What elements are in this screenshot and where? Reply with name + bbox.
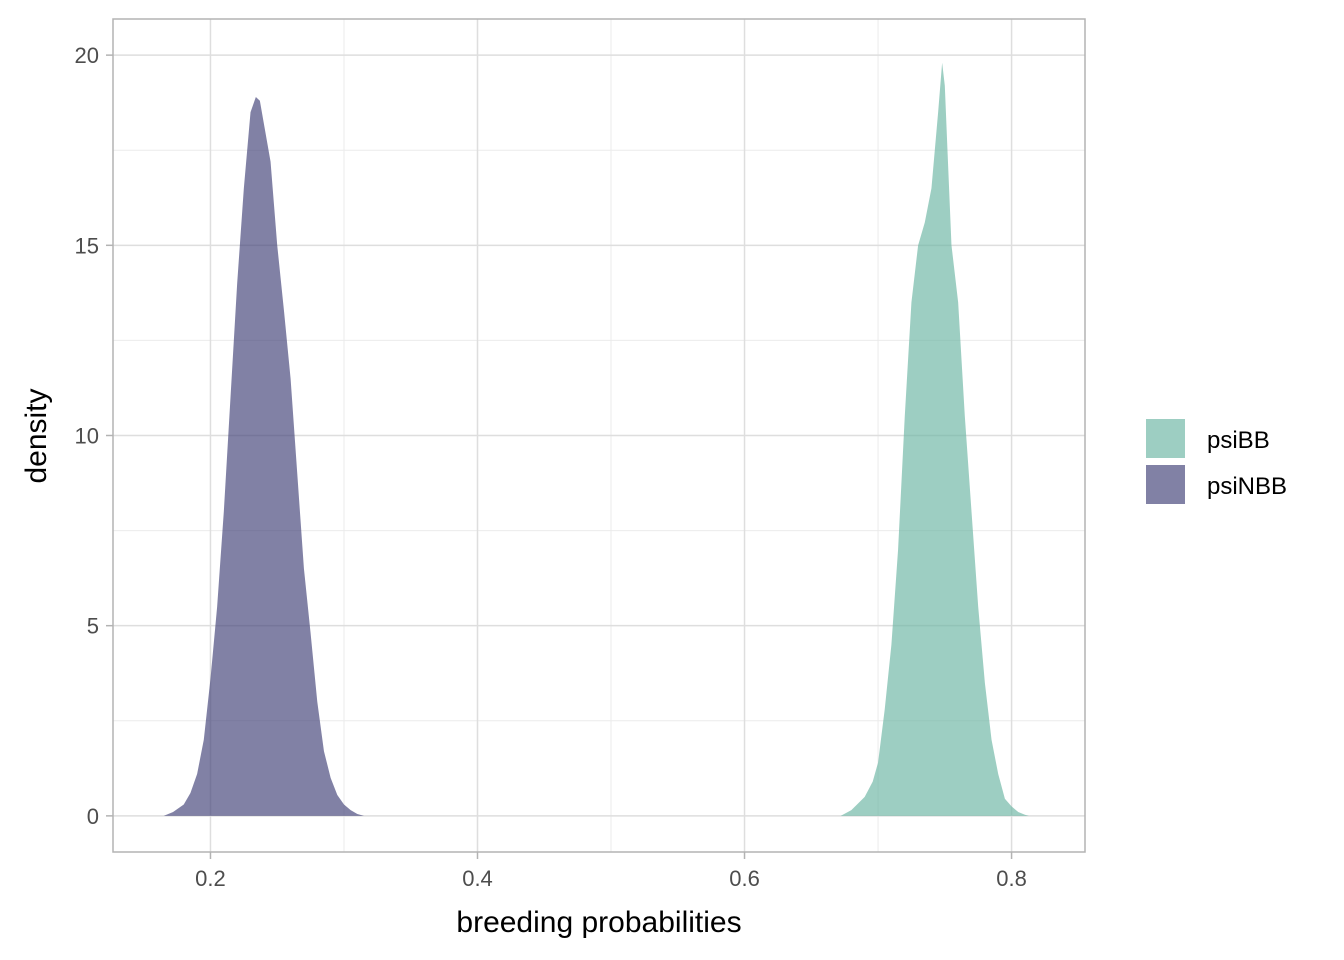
- y-tick-label: 0: [87, 804, 99, 829]
- x-axis-ticks: 0.2 0.4 0.6 0.8: [195, 852, 1027, 891]
- legend-key-psiBB: [1146, 419, 1185, 458]
- x-tick-label: 0.4: [462, 866, 493, 891]
- y-axis-ticks: 0 5 10 15 20: [75, 43, 113, 829]
- x-tick-label: 0.6: [729, 866, 760, 891]
- x-tick-label: 0.8: [996, 866, 1027, 891]
- y-tick-label: 20: [75, 43, 99, 68]
- legend-label-psiBB: psiBB: [1207, 427, 1270, 454]
- legend-key-psiNBB: [1146, 465, 1185, 504]
- y-tick-label: 5: [87, 614, 99, 639]
- legend: psiBB psiNBB: [1146, 419, 1287, 504]
- y-axis-title: density: [20, 388, 53, 483]
- density-area-psiBB: [840, 62, 1029, 816]
- y-tick-label: 10: [75, 424, 99, 449]
- x-axis-title: breeding probabilities: [456, 906, 741, 939]
- y-tick-label: 15: [75, 233, 99, 258]
- grid-major-lines: [113, 19, 1085, 852]
- density-area-psiNBB: [163, 96, 365, 816]
- density-series-layer: [163, 62, 1029, 816]
- legend-label-psiNBB: psiNBB: [1207, 473, 1287, 500]
- x-tick-label: 0.2: [195, 866, 226, 891]
